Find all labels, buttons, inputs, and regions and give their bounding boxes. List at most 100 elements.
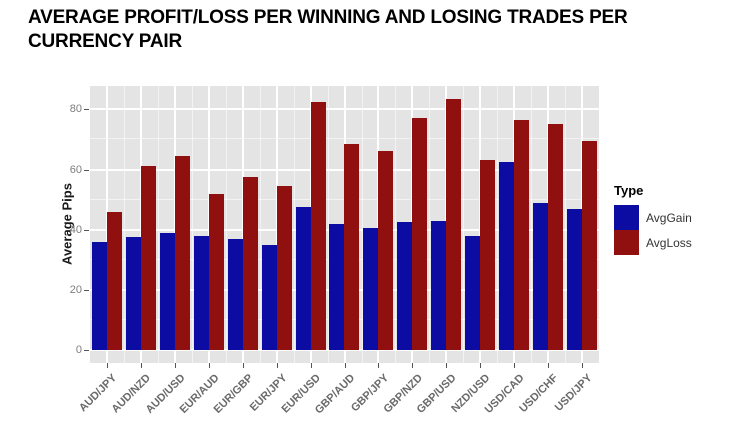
gridline-major-v (479, 86, 482, 363)
bar-avggain-gbp-usd (431, 220, 447, 351)
gridline-major-v (173, 86, 176, 363)
bar-group-usd-jpy (565, 86, 599, 363)
bar-avggain-nzd-usd (465, 235, 481, 351)
legend-entry-avgloss: AvgLoss (614, 230, 744, 255)
x-tick-mark (412, 363, 414, 368)
x-tick-mark (174, 363, 176, 368)
gridline-minor-v (327, 86, 329, 363)
gridline-minor-v (463, 86, 465, 363)
x-tick-mark (378, 363, 380, 368)
plot-panel (90, 86, 599, 363)
bar-group-aud-usd (158, 86, 192, 363)
bar-avggain-eur-jpy (261, 244, 277, 351)
x-tick-mark (582, 363, 583, 368)
gridline-major-v (377, 86, 380, 363)
gridline-minor-v (123, 86, 125, 363)
bar-avggain-gbp-aud (329, 223, 345, 351)
x-tick-mark (514, 363, 516, 368)
y-tick-label: 20 (69, 284, 82, 297)
gridline-minor-v (429, 86, 431, 363)
legend-entry-avggain: AvgGain (614, 205, 744, 230)
bar-group-aud-jpy (90, 86, 124, 363)
bar-avgloss-nzd-usd (480, 160, 496, 351)
x-tick-mark (344, 363, 346, 368)
bar-group-aud-nzd (124, 86, 158, 363)
bar-avgloss-eur-gbp (242, 177, 258, 351)
bar-group-usd-chf (531, 86, 565, 363)
gridline-minor-v (157, 86, 159, 363)
gridline-minor-v (395, 86, 397, 363)
bar-avgloss-gbp-jpy (378, 151, 394, 351)
bar-avggain-eur-gbp (227, 238, 243, 351)
chart-title: AVERAGE PROFIT/LOSS PER WINNING AND LOSI… (28, 7, 628, 52)
bar-avggain-gbp-nzd (397, 222, 413, 351)
gridline-minor-v (293, 86, 295, 363)
bar-group-eur-jpy (260, 86, 294, 363)
y-tick-mark (84, 350, 89, 352)
legend-swatch-avggain-icon (614, 205, 639, 230)
y-tick-label: 40 (69, 223, 82, 236)
y-tick-mark (84, 229, 89, 231)
bar-avggain-aud-usd (159, 232, 175, 351)
bar-avgloss-gbp-nzd (412, 118, 428, 351)
bar-group-eur-usd (294, 86, 328, 363)
legend-swatch-avgloss-icon (614, 230, 639, 255)
y-tick-mark (84, 290, 89, 292)
bar-group-gbp-usd (429, 86, 463, 363)
bar-layer (90, 86, 599, 363)
bar-avggain-aud-nzd (125, 237, 141, 351)
bar-avgloss-aud-nzd (140, 166, 156, 351)
y-tick-mark (84, 109, 89, 111)
bar-avgloss-eur-usd (310, 101, 326, 351)
y-tick-mark (84, 169, 89, 171)
x-tick-mark (446, 363, 448, 368)
gridline-minor-v (531, 86, 533, 363)
x-tick-mark (480, 363, 482, 368)
gridline-minor-v (259, 86, 261, 363)
bar-avgloss-gbp-usd (446, 98, 462, 351)
bar-avgloss-eur-jpy (276, 186, 292, 351)
bar-group-usd-cad (497, 86, 531, 363)
legend-label-avggain: AvgGain (646, 210, 692, 225)
bar-avgloss-usd-chf (548, 124, 564, 351)
bar-avggain-aud-jpy (91, 241, 107, 351)
gridline-minor-v (191, 86, 193, 363)
bar-avgloss-usd-jpy (582, 140, 598, 351)
bar-group-eur-gbp (226, 86, 260, 363)
legend: Type AvgGain AvgLoss (614, 183, 744, 255)
x-tick-mark (140, 363, 142, 368)
bar-group-gbp-aud (328, 86, 362, 363)
bar-group-eur-aud (192, 86, 226, 363)
x-tick-mark (208, 363, 210, 368)
x-tick-mark (548, 363, 550, 368)
gridline-minor-v (565, 86, 567, 363)
bar-avgloss-eur-aud (208, 193, 224, 351)
gridline-minor-v (361, 86, 363, 363)
bar-group-gbp-nzd (395, 86, 429, 363)
x-tick-mark (276, 363, 278, 368)
bar-group-nzd-usd (463, 86, 497, 363)
gridline-minor-v (225, 86, 227, 363)
bar-avggain-usd-jpy (567, 208, 583, 351)
x-tick-mark (107, 363, 108, 368)
bar-avgloss-gbp-aud (344, 143, 360, 351)
x-tick-mark (242, 363, 244, 368)
legend-title: Type (614, 183, 644, 198)
bar-avggain-eur-usd (295, 207, 311, 351)
y-tick-label: 80 (69, 103, 82, 116)
bar-avggain-usd-chf (533, 202, 549, 351)
bar-avgloss-aud-jpy (106, 211, 122, 351)
gridline-minor-v (497, 86, 499, 363)
bar-avggain-usd-cad (499, 161, 515, 351)
gridline-major-v (275, 86, 278, 363)
bar-avgloss-usd-cad (514, 119, 530, 351)
y-tick-label: 0 (75, 344, 82, 357)
x-tick-mark (310, 363, 312, 368)
bar-avgloss-aud-usd (174, 155, 190, 351)
bar-avggain-eur-aud (193, 235, 209, 351)
y-tick-label: 60 (69, 163, 82, 176)
bar-group-gbp-jpy (362, 86, 396, 363)
legend-label-avgloss: AvgLoss (646, 235, 692, 250)
bar-avggain-gbp-jpy (363, 228, 379, 351)
